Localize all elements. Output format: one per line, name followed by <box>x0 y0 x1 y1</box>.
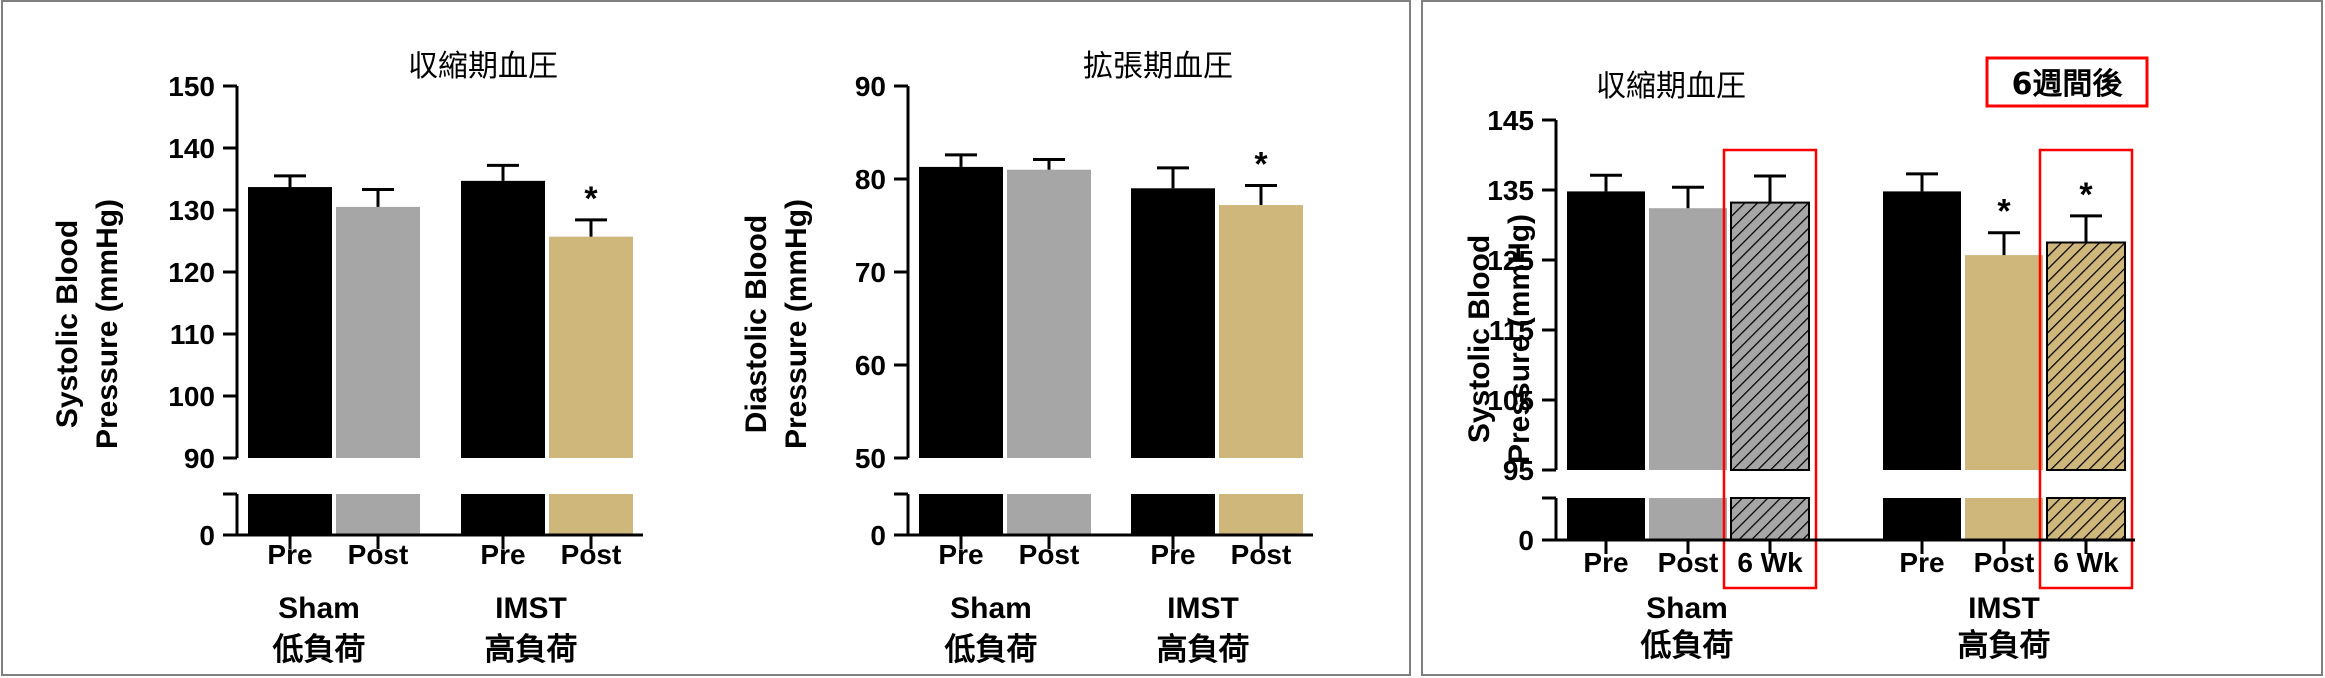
highlight-frame <box>1722 148 1818 590</box>
y-axis-label: Pressure (mmHg) <box>1503 214 1536 464</box>
left-figure-panel: 収縮期血圧 Systolic Blood Pressure (mmHg) Pre Pos… <box>1 0 1411 676</box>
bar-base <box>1131 494 1215 535</box>
bar <box>1965 255 2043 470</box>
category-label: Pre <box>480 539 525 570</box>
y-tick-label: 95 <box>1503 455 1534 486</box>
category-label: Pre <box>938 539 983 570</box>
y-tick-label: 0 <box>870 520 886 551</box>
bar-base <box>1007 494 1091 535</box>
y-tick-label: 145 <box>1487 105 1534 136</box>
y-tick-label: 130 <box>168 195 215 226</box>
category-label: Pre <box>1583 547 1628 578</box>
bar-base <box>1219 494 1303 535</box>
bar <box>2046 241 2126 471</box>
y-tick-label: 140 <box>168 133 215 164</box>
y-axis-label: Pressure (mmHg) <box>91 199 124 449</box>
bar <box>461 180 545 459</box>
bar <box>549 236 633 458</box>
bar <box>919 166 1003 458</box>
highlight-frame <box>2038 148 2134 590</box>
y-tick-label: 90 <box>855 71 886 102</box>
category-label: 6 Wk <box>1737 547 1803 578</box>
group-label-ja: 低負荷 <box>1640 628 1734 664</box>
y-tick-label: 90 <box>184 443 215 474</box>
bar <box>1131 188 1215 459</box>
group-label: IMST <box>1167 592 1239 625</box>
category-label: 6 Wk <box>2053 547 2119 578</box>
category-label: Post <box>1019 539 1080 570</box>
right-chart-svg: 収縮期血圧 6週間後 Systolic Blood Pressure (mmHg) Pr… <box>1463 56 2149 664</box>
bar <box>1567 191 1645 470</box>
category-label: Post <box>1658 547 1719 578</box>
y-tick-label: 100 <box>168 381 215 412</box>
bar-base <box>1883 498 1961 540</box>
category-label: Post <box>1231 539 1292 570</box>
group-label-ja: 低負荷 <box>272 632 366 668</box>
bar-base <box>1567 498 1645 540</box>
y-tick-label: 135 <box>1487 175 1534 206</box>
group-label-ja: 高負荷 <box>485 632 578 668</box>
bar-base <box>549 494 633 535</box>
chart-title: 収縮期血圧 <box>408 49 558 84</box>
bar <box>1883 191 1961 470</box>
bar <box>1007 169 1091 458</box>
y-tick-label: 50 <box>855 443 886 474</box>
y-tick-label: 70 <box>855 257 886 288</box>
y-tick-label: 0 <box>199 520 215 551</box>
chart-title: 収縮期血圧 <box>1596 69 1746 104</box>
y-tick-label: 125 <box>1487 245 1534 276</box>
group-label-ja: 高負荷 <box>1958 628 2051 664</box>
bar <box>1730 201 1810 471</box>
bar-base <box>1730 497 1810 541</box>
category-label: Pre <box>1150 539 1195 570</box>
y-tick-label: 60 <box>855 350 886 381</box>
badge-frame <box>1985 56 2149 108</box>
significance-star: * <box>1997 193 2011 231</box>
bar-base <box>1965 498 2043 540</box>
y-tick-label: 80 <box>855 164 886 195</box>
category-label: Post <box>561 539 622 570</box>
category-label: Post <box>348 539 409 570</box>
bar <box>336 206 420 458</box>
badge-text: 6週間後 <box>2012 67 2124 102</box>
bar-base <box>336 494 420 535</box>
category-label: Post <box>1974 547 2035 578</box>
bar <box>1219 205 1303 458</box>
bar-base <box>2046 497 2126 541</box>
category-label: Pre <box>1899 547 1944 578</box>
group-label-ja: 高負荷 <box>1157 632 1250 668</box>
bar-base <box>919 494 1003 535</box>
significance-star: * <box>2079 176 2093 214</box>
y-tick-label: 0 <box>1518 525 1534 556</box>
y-tick-label: 105 <box>1487 385 1534 416</box>
bar-base <box>1649 498 1727 540</box>
category-label: Pre <box>267 539 312 570</box>
y-tick-label: 110 <box>170 319 215 350</box>
y-axis-label: Pressure (mmHg) <box>780 199 813 449</box>
group-label-ja: 低負荷 <box>944 632 1038 668</box>
bar <box>248 187 332 458</box>
y-tick-label: 120 <box>168 257 215 288</box>
group-label: Sham <box>278 592 360 625</box>
bar-base <box>461 494 545 535</box>
group-label: Sham <box>950 592 1032 625</box>
significance-star: * <box>1254 146 1268 184</box>
y-tick-label: 150 <box>168 71 215 102</box>
y-axis-label: Systolic Blood <box>1463 235 1496 443</box>
group-label: IMST <box>495 592 567 625</box>
group-label: Sham <box>1646 592 1728 625</box>
bar-base <box>248 494 332 535</box>
bar <box>1649 208 1727 470</box>
y-tick-label: 115 <box>1489 315 1534 346</box>
chart-title: 拡張期血圧 <box>1083 49 1233 84</box>
right-figure-panel: 収縮期血圧 6週間後 Systolic Blood Pressure (mmHg) Pr… <box>1421 0 2323 676</box>
y-axis-label: Systolic Blood <box>51 220 84 428</box>
significance-star: * <box>584 180 598 218</box>
y-axis-label: Diastolic Blood <box>740 215 773 433</box>
group-label: IMST <box>1968 592 2040 625</box>
